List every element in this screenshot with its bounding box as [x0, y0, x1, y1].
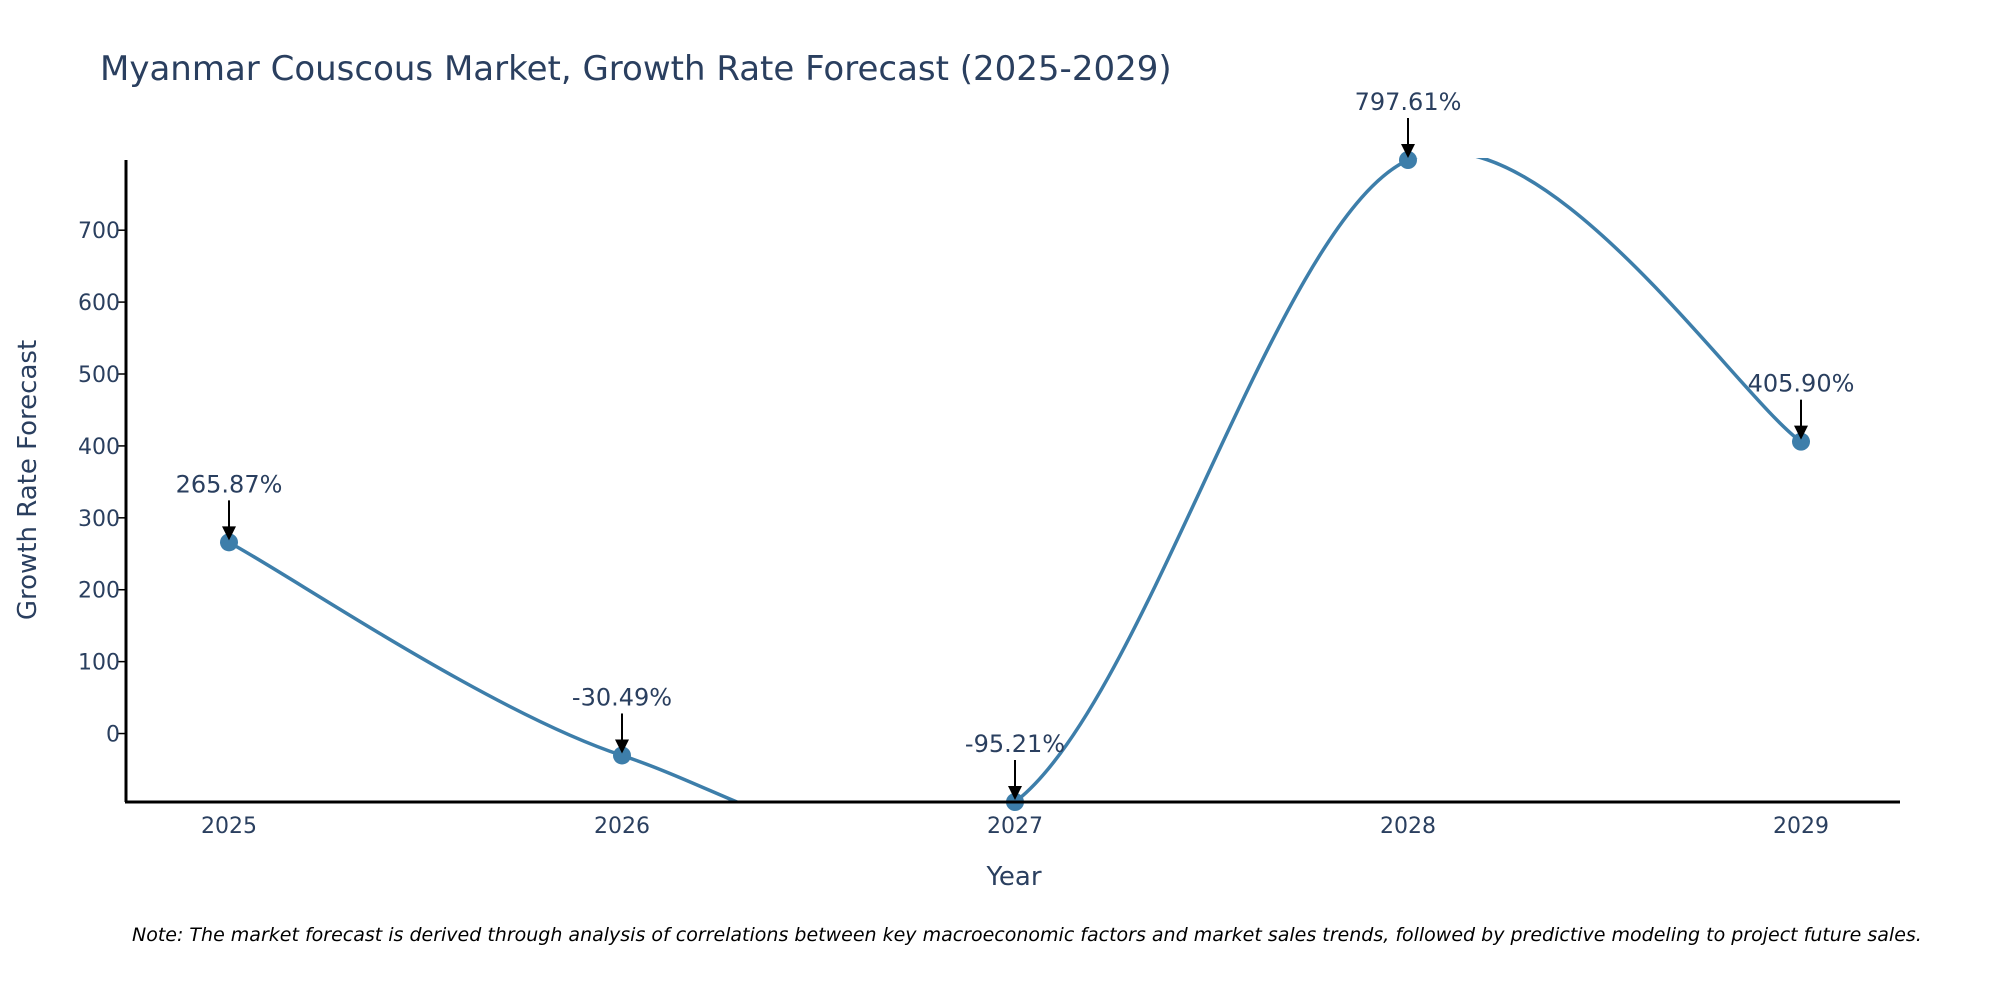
forecast-note: Note: The market forecast is derived thr… [132, 924, 1922, 946]
y-tick-label: 300 [78, 507, 120, 532]
y-tick-label: 100 [78, 651, 120, 676]
growth-rate-line [228, 158, 1803, 802]
x-tick-label: 2027 [987, 814, 1043, 839]
data-label: -95.21% [965, 730, 1065, 758]
data-points [220, 151, 1810, 811]
x-axis-ticks: 2025 2026 2027 2028 2029 [201, 814, 1829, 839]
data-label: 797.61% [1355, 88, 1462, 116]
y-tick-label: 400 [78, 435, 120, 460]
annotation-arrow-head [615, 739, 629, 754]
x-tick-label: 2029 [1773, 814, 1829, 839]
data-annotations: 265.87% -30.49% -95.21% 797.61% 405.90% [176, 88, 1855, 800]
data-label: 405.90% [1748, 370, 1855, 398]
data-point-marker [613, 746, 631, 765]
x-tick-label: 2028 [1380, 814, 1436, 839]
data-point-marker [1792, 432, 1810, 451]
x-tick-label: 2025 [201, 814, 257, 839]
y-tick-label: 0 [106, 723, 120, 748]
y-tick-label: 600 [78, 291, 120, 316]
y-tick-label: 700 [78, 219, 120, 244]
chart-title: Myanmar Couscous Market, Growth Rate For… [100, 49, 1172, 89]
annotation-arrow-head [1401, 144, 1415, 158]
y-axis-title: Growth Rate Forecast [13, 340, 43, 620]
data-label: 265.87% [176, 470, 283, 498]
x-axis-title: Year [985, 862, 1041, 892]
data-point-marker [1399, 151, 1417, 169]
data-label: -30.49% [572, 683, 672, 711]
y-axis-ticks: 0 100 200 300 400 500 600 700 [78, 219, 126, 748]
annotation-arrow-head [222, 526, 236, 541]
annotation-arrow-head [1794, 425, 1808, 440]
annotation-arrow-head [1008, 786, 1022, 800]
data-point-marker [220, 533, 238, 552]
y-tick-label: 500 [78, 363, 120, 388]
x-tick-label: 2026 [594, 814, 650, 839]
y-tick-label: 200 [78, 579, 120, 604]
